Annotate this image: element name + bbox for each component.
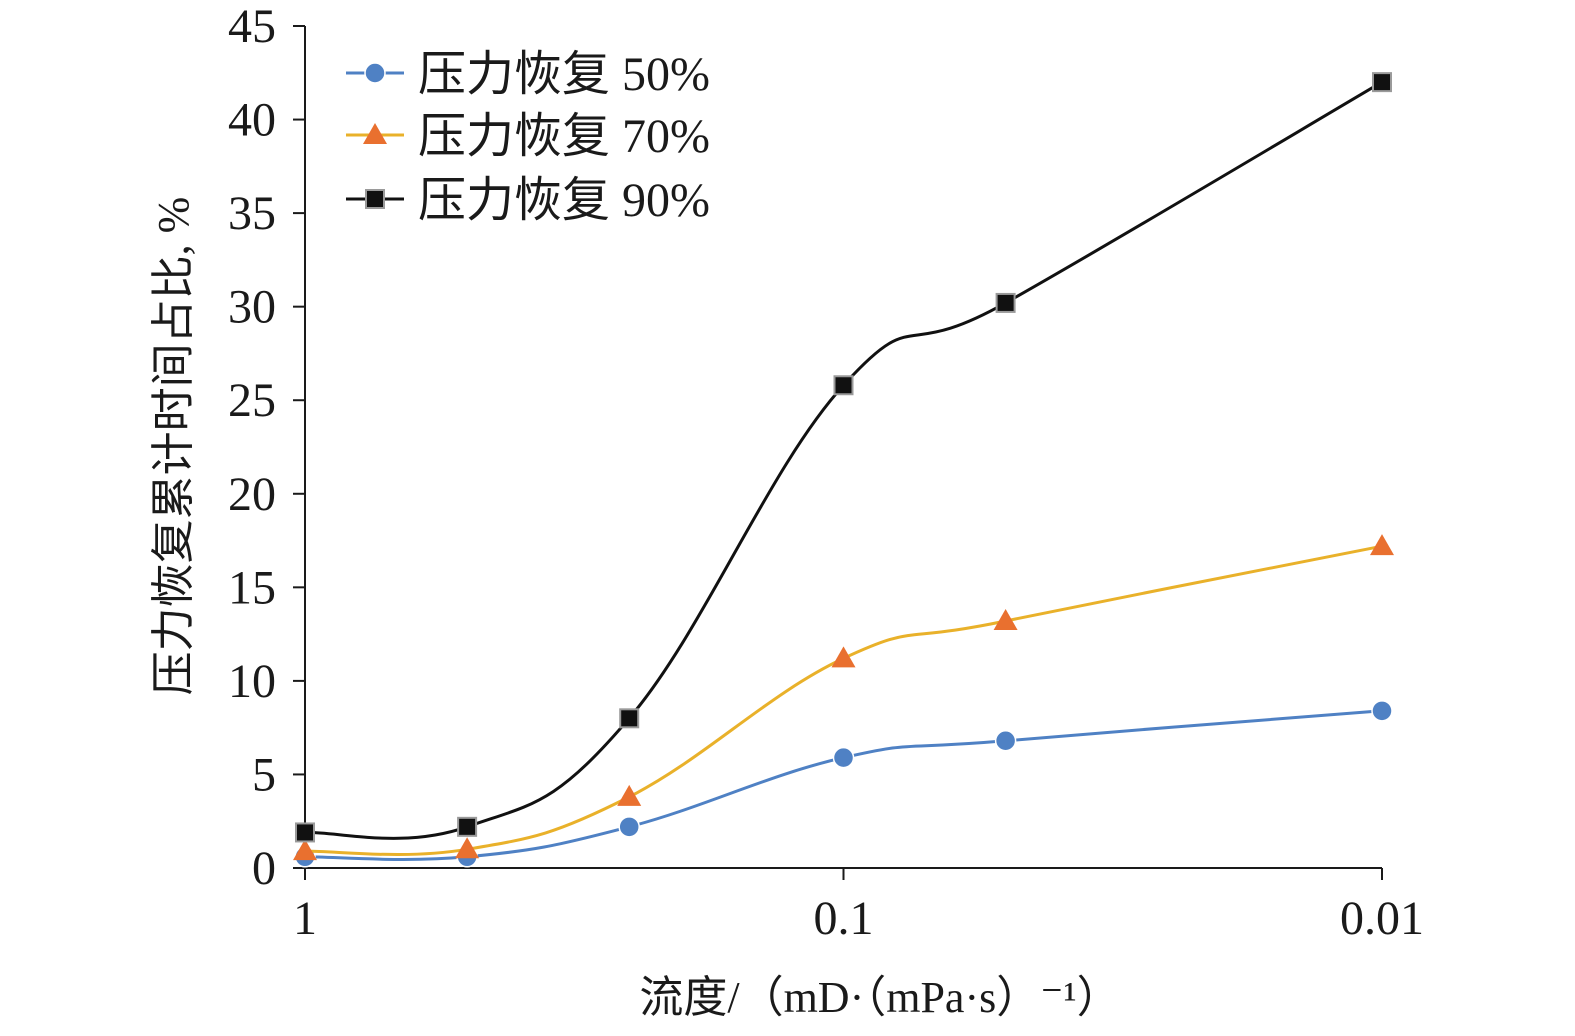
data-point — [995, 292, 1016, 313]
legend-label: 压力恢复 90% — [418, 174, 710, 227]
x-tick-label: 0.01 — [1340, 892, 1424, 945]
x-tick-label: 0.1 — [814, 892, 874, 945]
data-point — [831, 646, 856, 668]
data-point — [293, 839, 317, 861]
data-point — [833, 375, 854, 396]
legend-label: 压力恢复 50% — [418, 48, 710, 101]
data-point — [1370, 534, 1394, 556]
legend-marker — [363, 123, 387, 144]
data-point — [1372, 72, 1392, 93]
series-line — [304, 544, 1383, 857]
series-line — [304, 709, 1383, 861]
data-point — [619, 708, 640, 729]
y-tick-label: 10 — [228, 655, 276, 708]
x-axis-title: 流度/（mD·（mPa·s）⁻¹） — [639, 973, 1120, 1022]
data-point — [455, 837, 480, 859]
x-tick-label: 1 — [293, 892, 317, 945]
y-tick-label: 5 — [252, 748, 276, 801]
data-point — [832, 746, 855, 769]
y-tick-label: 0 — [252, 842, 276, 895]
series-3 — [295, 72, 1392, 843]
data-point — [993, 609, 1018, 631]
legend-label: 压力恢复 70% — [418, 110, 710, 163]
y-axis-title: 压力恢复累计时间占比, % — [149, 197, 198, 696]
data-point — [994, 730, 1017, 752]
legend: 压力恢复 50% 压力恢复 70% 压力恢复 90% — [346, 48, 710, 227]
y-tick-label: 35 — [228, 187, 276, 240]
series-2 — [293, 534, 1394, 861]
data-point — [1371, 700, 1393, 722]
legend-marker — [364, 62, 386, 84]
series-layer — [293, 72, 1394, 868]
data-point — [618, 816, 640, 838]
y-tick-label: 25 — [228, 374, 276, 427]
y-tick-label: 20 — [228, 468, 276, 521]
data-point — [617, 784, 642, 806]
legend-entry-3: 压力恢复 90% — [346, 174, 710, 227]
series-1 — [294, 700, 1393, 868]
legend-entry-1: 压力恢复 50% — [346, 48, 710, 101]
data-point — [457, 816, 478, 837]
axes: 0 5 10 15 20 25 30 35 40 45 1 0.1 0.01 — [228, 0, 1424, 945]
y-tick-label: 40 — [228, 94, 276, 147]
legend-marker — [365, 189, 385, 209]
data-point — [295, 822, 315, 843]
y-tick-label: 30 — [228, 281, 276, 334]
y-tick-label: 45 — [228, 0, 276, 53]
y-tick-label: 15 — [228, 561, 276, 614]
legend-entry-2: 压力恢复 70% — [346, 110, 710, 163]
